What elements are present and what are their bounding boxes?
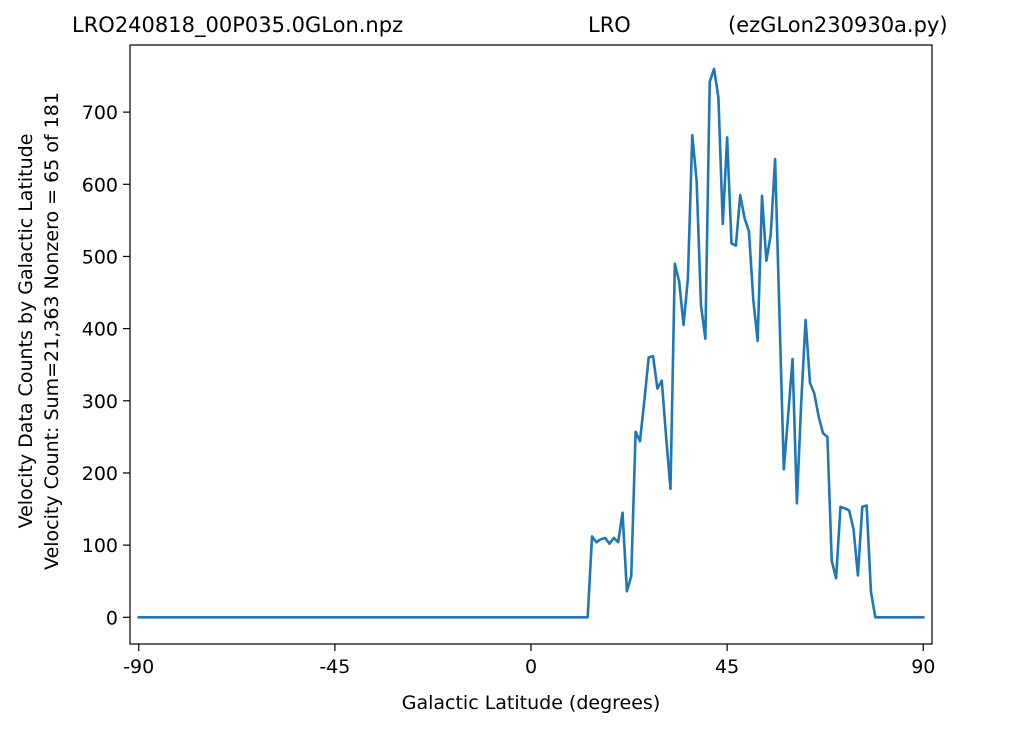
y-tick-label: 300	[82, 391, 118, 413]
x-tick-label: 0	[525, 656, 537, 678]
x-tick-label: -45	[319, 656, 350, 678]
y-tick-label: 600	[82, 174, 118, 196]
plot-area	[129, 44, 933, 645]
series-layer	[137, 67, 925, 619]
y-tick-label: 500	[82, 246, 118, 268]
series-line-0	[137, 67, 925, 619]
x-tick-label: 45	[715, 656, 739, 678]
y-tick-label: 400	[82, 319, 118, 341]
x-tick-label: 90	[911, 656, 935, 678]
y-axis-label-line1: Velocity Data Counts by Galactic Latitud…	[15, 134, 37, 529]
title-filename: LRO240818_00P035.0GLon.npz	[72, 13, 404, 37]
axes-frame	[129, 44, 933, 645]
x-tick-label: -90	[123, 656, 154, 678]
x-axis-ticks: -90 -45 0 45 90	[123, 644, 935, 678]
x-axis-label: Galactic Latitude (degrees)	[402, 692, 661, 714]
y-axis-label-line2: Velocity Count: Sum=21,363 Nonzero = 65 …	[41, 92, 63, 570]
y-tick-label: 0	[106, 607, 118, 629]
y-axis-ticks: 0 100 200 300 400 500 600 700	[82, 102, 130, 629]
title-script: (ezGLon230930a.py)	[728, 13, 948, 37]
y-tick-label: 700	[82, 102, 118, 124]
y-tick-label: 200	[82, 463, 118, 485]
title-observatory: LRO	[588, 13, 631, 37]
y-tick-label: 100	[82, 535, 118, 557]
